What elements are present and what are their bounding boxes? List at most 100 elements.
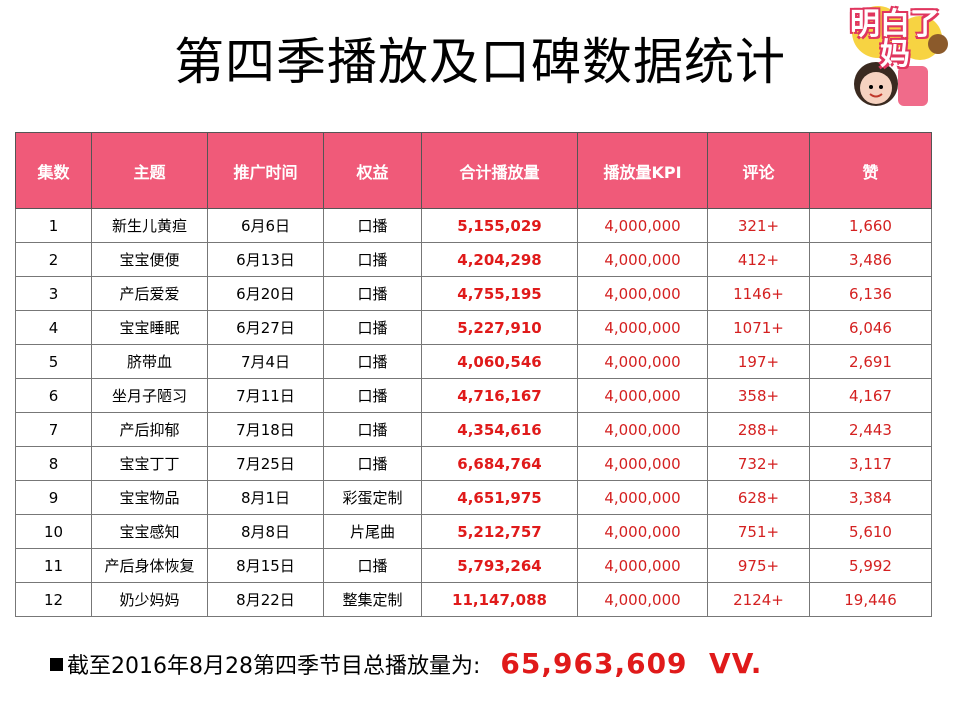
cell-kpi: 4,000,000 <box>577 582 708 617</box>
column-header-total: 合计播放量 <box>421 132 578 209</box>
table-body: 1 新生儿黄疸 6月6日 口播 5,155,029 4,000,000 321+ 1,660 2… <box>15 208 932 617</box>
cell-episode: 7 <box>15 412 92 447</box>
cell-episode: 12 <box>15 582 92 617</box>
cell-likes: 19,446 <box>809 582 932 617</box>
cell-rights: 口播 <box>323 548 422 583</box>
cell-kpi: 4,000,000 <box>577 242 708 277</box>
cell-rights: 口播 <box>323 446 422 481</box>
cell-kpi: 4,000,000 <box>577 208 708 243</box>
cell-episode: 10 <box>15 514 92 549</box>
cell-kpi: 4,000,000 <box>577 412 708 447</box>
cell-rights: 口播 <box>323 310 422 345</box>
cell-comments: 197+ <box>707 344 810 379</box>
cell-topic: 产后抑郁 <box>91 412 208 447</box>
table-row: 9 宝宝物品 8月1日 彩蛋定制 4,651,975 4,000,000 628+ 3,384 <box>15 480 932 515</box>
cell-topic: 宝宝物品 <box>91 480 208 515</box>
cell-total: 5,793,264 <box>421 548 578 583</box>
cell-likes: 2,443 <box>809 412 932 447</box>
cell-rights: 口播 <box>323 242 422 277</box>
cell-topic: 产后身体恢复 <box>91 548 208 583</box>
bullet-icon <box>50 658 63 671</box>
cell-likes: 3,384 <box>809 480 932 515</box>
cell-likes: 5,610 <box>809 514 932 549</box>
cell-likes: 3,486 <box>809 242 932 277</box>
cell-total: 11,147,088 <box>421 582 578 617</box>
stats-table: 集数 主题 推广时间 权益 合计播放量 播放量KPI 评论赞 1 新生儿黄疸 6月6日 口播 5,1… <box>15 132 932 617</box>
cell-topic: 奶少妈妈 <box>91 582 208 617</box>
cell-topic: 宝宝丁丁 <box>91 446 208 481</box>
cell-date: 8月15日 <box>207 548 324 583</box>
cell-topic: 产后爱爱 <box>91 276 208 311</box>
cell-kpi: 4,000,000 <box>577 378 708 413</box>
cell-date: 7月18日 <box>207 412 324 447</box>
cell-kpi: 4,000,000 <box>577 548 708 583</box>
cell-total: 4,716,167 <box>421 378 578 413</box>
cell-comments: 2124+ <box>707 582 810 617</box>
table-row: 6 坐月子陋习 7月11日 口播 4,716,167 4,000,000 358+ 4,167 <box>15 378 932 413</box>
cell-comments: 321+ <box>707 208 810 243</box>
table-row: 10 宝宝感知 8月8日 片尾曲 5,212,757 4,000,000 751+ 5,610 <box>15 514 932 549</box>
cell-total: 5,227,910 <box>421 310 578 345</box>
cell-episode: 3 <box>15 276 92 311</box>
table-row: 5 脐带血 7月4日 口播 4,060,546 4,000,000 197+ 2,691 <box>15 344 932 379</box>
cell-date: 6月20日 <box>207 276 324 311</box>
table-row: 3 产后爱爱 6月20日 口播 4,755,195 4,000,000 1146+ 6,136 <box>15 276 932 311</box>
cell-episode: 2 <box>15 242 92 277</box>
cell-topic: 宝宝睡眠 <box>91 310 208 345</box>
page-title: 第四季播放及口碑数据统计 <box>174 33 786 91</box>
column-header-comments: 评论 <box>707 132 810 209</box>
cell-total: 6,684,764 <box>421 446 578 481</box>
column-header-kpi: 播放量KPI <box>577 132 708 209</box>
cell-date: 8月8日 <box>207 514 324 549</box>
column-header-rights: 权益 <box>323 132 422 209</box>
cell-rights: 片尾曲 <box>323 514 422 549</box>
cell-kpi: 4,000,000 <box>577 480 708 515</box>
logo-text: 明白了妈 <box>850 7 940 72</box>
cell-likes: 2,691 <box>809 344 932 379</box>
cell-date: 7月11日 <box>207 378 324 413</box>
table-row: 11 产后身体恢复 8月15日 口播 5,793,264 4,000,000 975+ 5,9… <box>15 548 932 583</box>
cell-kpi: 4,000,000 <box>577 310 708 345</box>
cell-likes: 3,117 <box>809 446 932 481</box>
cell-comments: 1146+ <box>707 276 810 311</box>
table-row: 12 奶少妈妈 8月22日 整集定制 11,147,088 4,000,000 2124+ 1… <box>15 582 932 617</box>
cell-topic: 新生儿黄疸 <box>91 208 208 243</box>
column-header-date: 推广时间 <box>207 132 324 209</box>
cell-comments: 358+ <box>707 378 810 413</box>
cell-date: 6月6日 <box>207 208 324 243</box>
cell-topic: 宝宝便便 <box>91 242 208 277</box>
cell-date: 7月25日 <box>207 446 324 481</box>
cell-episode: 4 <box>15 310 92 345</box>
mom-cartoon-logo-icon <box>852 6 948 106</box>
cell-likes: 1,660 <box>809 208 932 243</box>
cell-likes: 5,992 <box>809 548 932 583</box>
cell-episode: 11 <box>15 548 92 583</box>
cell-rights: 彩蛋定制 <box>323 480 422 515</box>
cell-kpi: 4,000,000 <box>577 276 708 311</box>
cell-comments: 628+ <box>707 480 810 515</box>
cell-rights: 整集定制 <box>323 582 422 617</box>
cell-total: 4,755,195 <box>421 276 578 311</box>
cell-date: 6月13日 <box>207 242 324 277</box>
summary-label: 截至2016年8月28第四季节目总播放量为: <box>67 654 481 679</box>
cell-likes: 6,136 <box>809 276 932 311</box>
table-header-row: 集数 主题 推广时间 权益 合计播放量 播放量KPI 评论赞 <box>15 132 932 209</box>
cell-rights: 口播 <box>323 378 422 413</box>
cell-date: 6月27日 <box>207 310 324 345</box>
cell-episode: 9 <box>15 480 92 515</box>
cell-rights: 口播 <box>323 276 422 311</box>
column-header-likes: 赞 <box>809 132 932 209</box>
cell-comments: 751+ <box>707 514 810 549</box>
table-row: 1 新生儿黄疸 6月6日 口播 5,155,029 4,000,000 321+ 1,660 <box>15 208 932 243</box>
cell-date: 8月1日 <box>207 480 324 515</box>
cell-date: 7月4日 <box>207 344 324 379</box>
cell-topic: 坐月子陋习 <box>91 378 208 413</box>
cell-total: 5,155,029 <box>421 208 578 243</box>
cell-date: 8月22日 <box>207 582 324 617</box>
cell-episode: 5 <box>15 344 92 379</box>
cell-comments: 288+ <box>707 412 810 447</box>
table-row: 4 宝宝睡眠 6月27日 口播 5,227,910 4,000,000 1071+ 6,046 <box>15 310 932 345</box>
cell-topic: 宝宝感知 <box>91 514 208 549</box>
cell-total: 4,204,298 <box>421 242 578 277</box>
column-header-topic: 主题 <box>91 132 208 209</box>
